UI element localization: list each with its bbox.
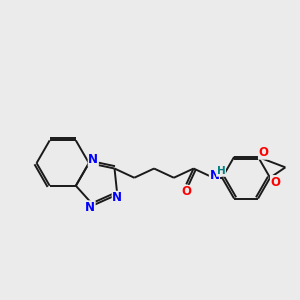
Text: N: N [209, 169, 220, 182]
Text: N: N [85, 201, 95, 214]
Text: O: O [271, 176, 281, 189]
Text: N: N [88, 153, 98, 166]
Text: H: H [217, 166, 225, 176]
Text: N: N [112, 191, 122, 204]
Text: O: O [181, 185, 191, 199]
Text: O: O [259, 146, 269, 159]
